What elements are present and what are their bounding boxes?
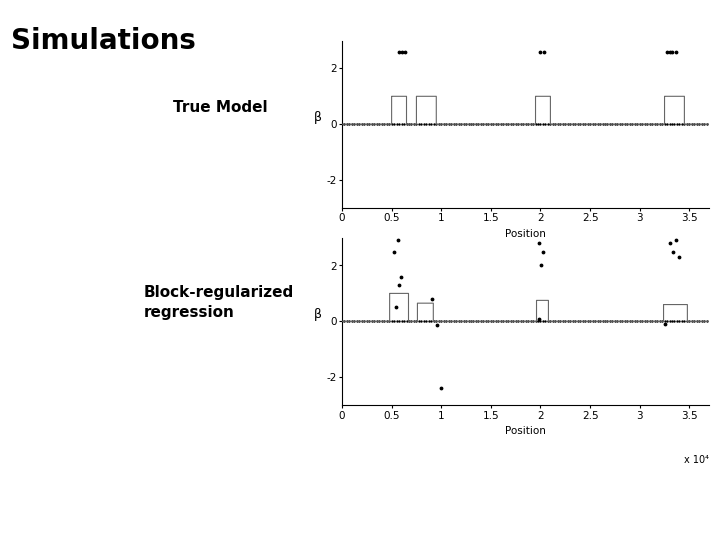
Text: x 10⁴: x 10⁴ xyxy=(684,258,709,268)
X-axis label: Position: Position xyxy=(505,426,546,436)
Text: x 10⁴: x 10⁴ xyxy=(684,455,709,465)
Text: Simulations: Simulations xyxy=(11,27,196,55)
Text: Block-regularized
regression: Block-regularized regression xyxy=(144,285,294,320)
X-axis label: Position: Position xyxy=(505,229,546,239)
Y-axis label: β: β xyxy=(314,111,322,124)
Text: True Model: True Model xyxy=(173,100,267,116)
Y-axis label: β: β xyxy=(314,308,322,321)
